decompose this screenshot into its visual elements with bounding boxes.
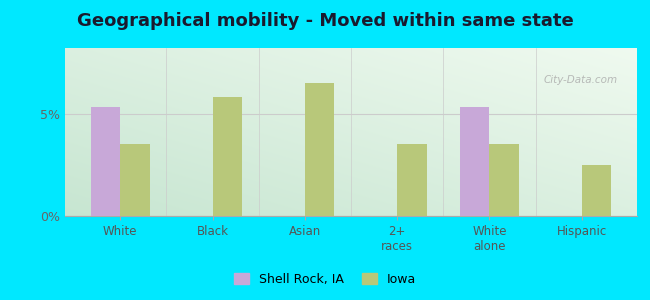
Bar — [305, 83, 334, 216]
Bar — [120, 144, 150, 216]
Bar — [397, 144, 426, 216]
Bar — [213, 97, 242, 216]
Bar — [460, 107, 489, 216]
Legend: Shell Rock, IA, Iowa: Shell Rock, IA, Iowa — [229, 268, 421, 291]
Bar — [489, 144, 519, 216]
Bar — [91, 107, 120, 216]
Bar — [582, 165, 611, 216]
Text: Geographical mobility - Moved within same state: Geographical mobility - Moved within sam… — [77, 12, 573, 30]
Text: City-Data.com: City-Data.com — [543, 75, 618, 85]
